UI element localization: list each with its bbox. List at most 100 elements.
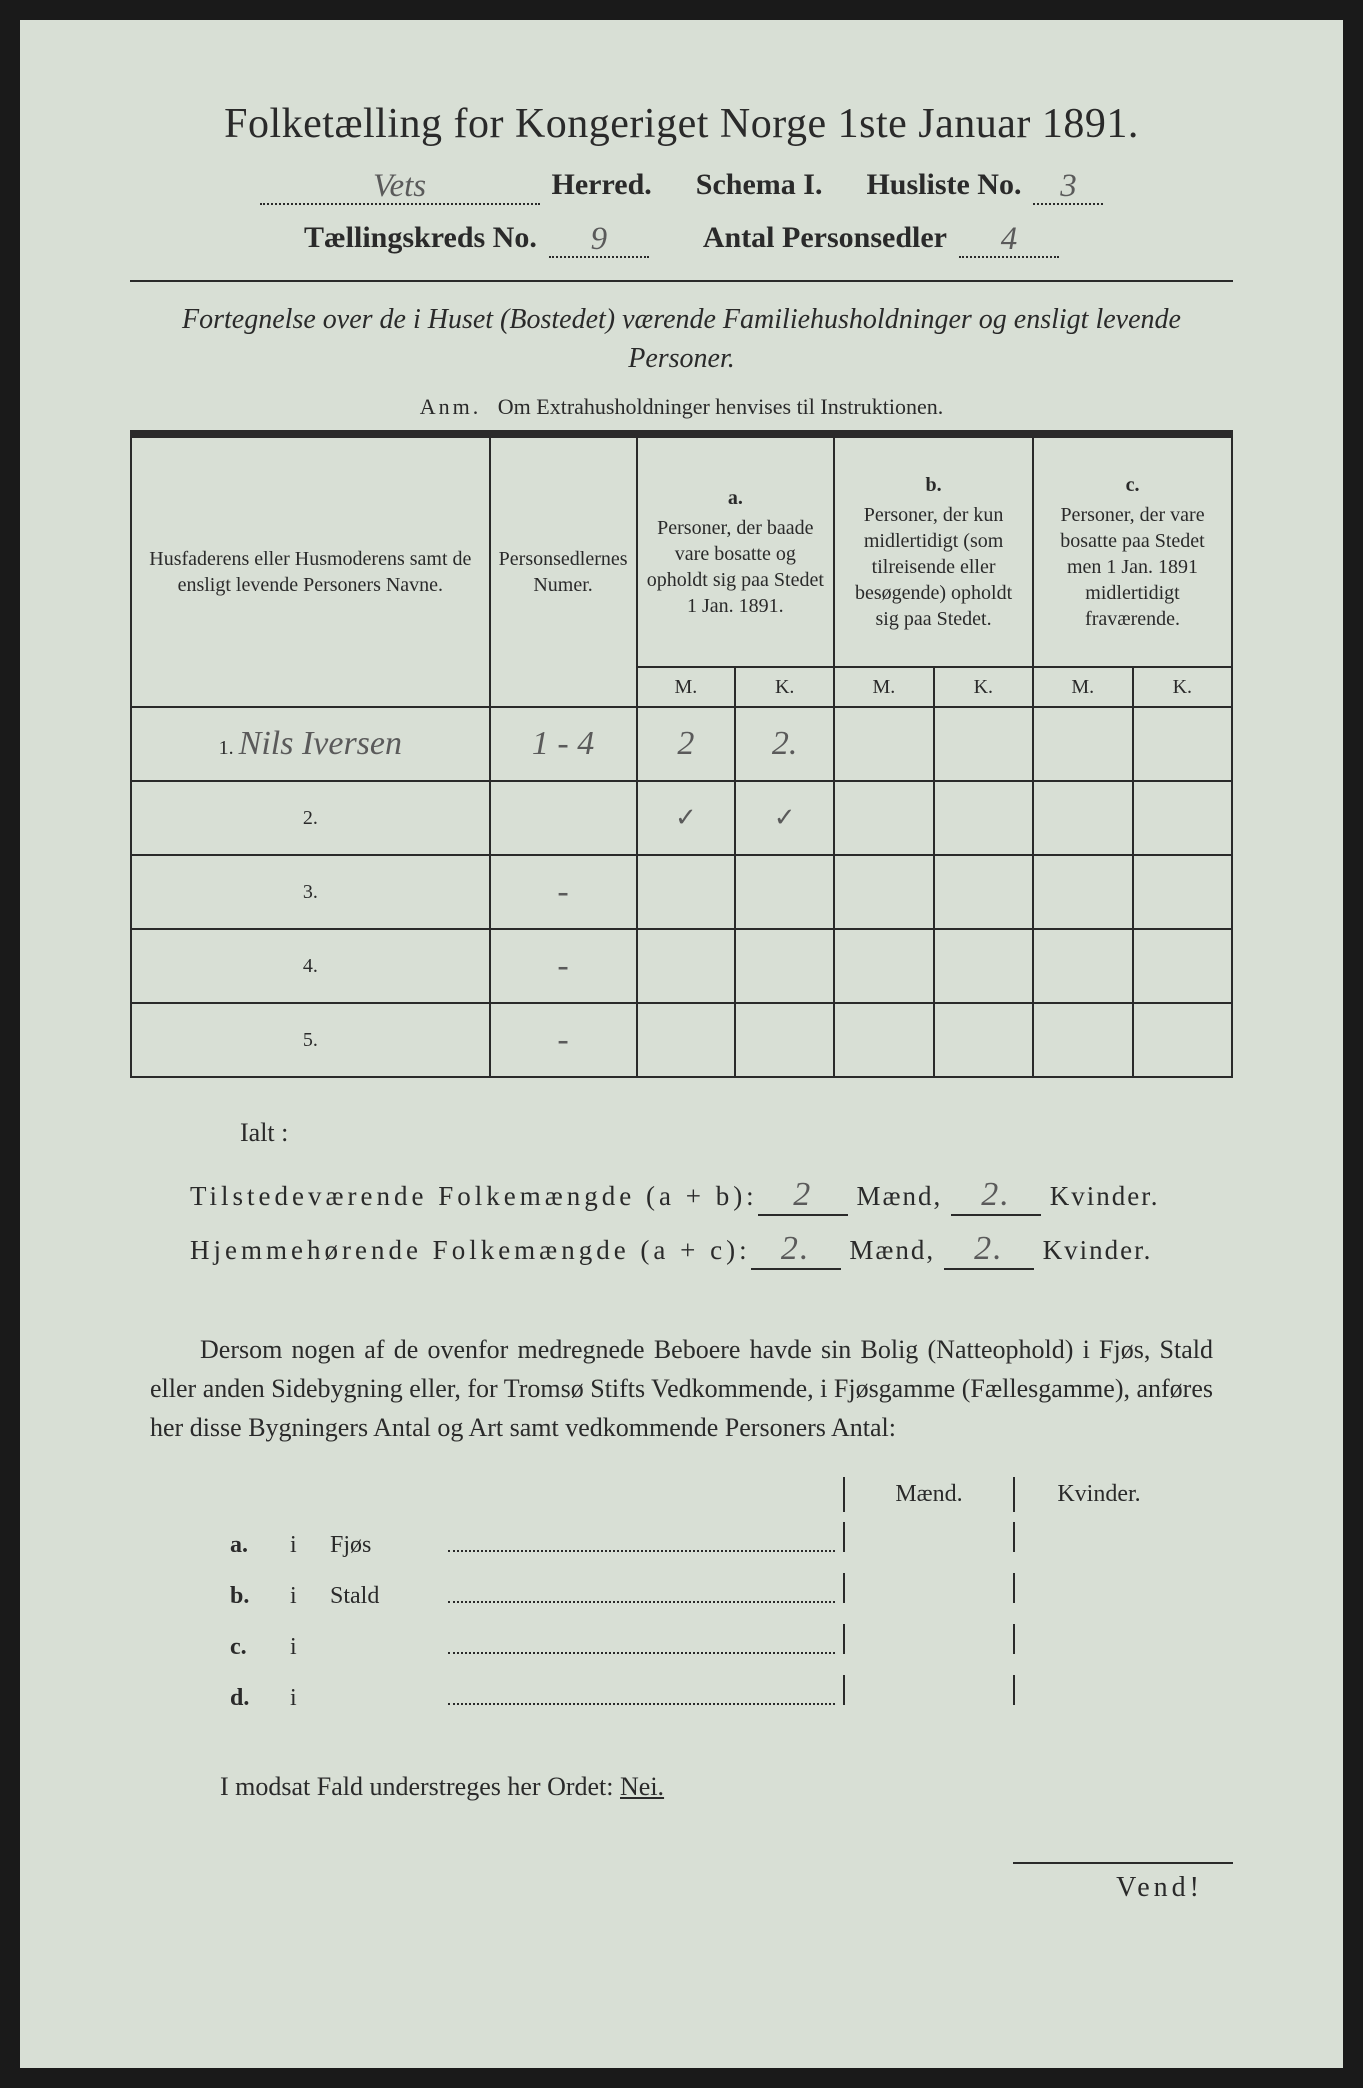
col-a-m: M. — [637, 667, 736, 707]
explanatory-paragraph: Dersom nogen af de ovenfor medregnede Be… — [150, 1330, 1213, 1447]
hjemme-k: 2. — [944, 1230, 1034, 1270]
col-b-k: K. — [934, 667, 1033, 707]
cell — [735, 929, 834, 1003]
col-header-c: c. Personer, der vare bosatte paa Stedet… — [1033, 437, 1232, 667]
kreds-field: 9 — [549, 219, 649, 258]
cell — [834, 1003, 934, 1077]
kvinder-label: Kvinder. — [1050, 1181, 1160, 1212]
row-num: - — [490, 1003, 637, 1077]
cell — [934, 929, 1033, 1003]
bldg-label: Stald — [330, 1583, 440, 1610]
rule-1 — [130, 280, 1233, 282]
intro-text: Fortegnelse over de i Huset (Bostedet) v… — [130, 300, 1233, 378]
vend-label: Vend! — [1013, 1862, 1233, 1904]
cell: 2 — [637, 707, 736, 781]
building-row: d. i — [230, 1675, 1183, 1712]
cell — [637, 855, 736, 929]
census-page: Folketælling for Kongeriget Norge 1ste J… — [20, 20, 1343, 2068]
cell — [1033, 929, 1133, 1003]
building-header: Mænd. Kvinder. — [230, 1477, 1183, 1512]
anm-line: Anm. Om Extrahusholdninger henvises til … — [130, 394, 1233, 420]
bldg-cell-m — [843, 1624, 1013, 1654]
building-block: Mænd. Kvinder. a. i Fjøs b. i Stald c. i… — [230, 1477, 1183, 1712]
antal-label: Antal Personsedler — [703, 221, 947, 255]
row-num: - — [490, 929, 637, 1003]
bldg-cell-m — [843, 1522, 1013, 1552]
summary-hjemme: Hjemmehørende Folkemængde (a + c): 2. Mæ… — [190, 1230, 1233, 1270]
cell — [934, 1003, 1033, 1077]
census-table: Husfaderens eller Husmoderens samt de en… — [130, 436, 1233, 1078]
bldg-col-kvinder: Kvinder. — [1013, 1477, 1183, 1512]
row-name: 2. — [131, 781, 490, 855]
bldg-cell-k — [1013, 1573, 1183, 1603]
bldg-key: b. — [230, 1583, 290, 1610]
bldg-cell-m — [843, 1675, 1013, 1705]
cell — [1033, 781, 1133, 855]
cell — [1133, 781, 1232, 855]
cell: 2. — [735, 707, 834, 781]
husliste-label: Husliste No. — [866, 168, 1021, 202]
cell — [834, 929, 934, 1003]
kvinder-label-2: Kvinder. — [1043, 1235, 1153, 1266]
cell — [934, 781, 1033, 855]
building-row: a. i Fjøs — [230, 1522, 1183, 1559]
table-row: 4. - — [131, 929, 1232, 1003]
bldg-col-maend: Mænd. — [843, 1477, 1013, 1512]
schema-label: Schema I. — [696, 168, 823, 202]
cell — [934, 707, 1033, 781]
col-header-a: a. Personer, der baade vare bosatte og o… — [637, 437, 835, 667]
footer-nei: Nei. — [620, 1772, 664, 1801]
row-name: 4. — [131, 929, 490, 1003]
bldg-label: Fjøs — [330, 1532, 440, 1559]
row-name: 1. Nils Iversen — [131, 707, 490, 781]
footer-text: I modsat Fald understreges her Ordet: — [220, 1772, 620, 1801]
row-num: - — [490, 855, 637, 929]
bldg-key: d. — [230, 1685, 290, 1712]
antal-field: 4 — [959, 219, 1059, 258]
cell — [1133, 855, 1232, 929]
col-c-m: M. — [1033, 667, 1133, 707]
cell: ✓ — [735, 781, 834, 855]
header-row-1: Vets Herred. Schema I. Husliste No. 3 — [130, 166, 1233, 205]
bldg-i: i — [290, 1685, 330, 1712]
header-row-2: Tællingskreds No. 9 Antal Personsedler 4 — [130, 219, 1233, 258]
cell — [637, 1003, 736, 1077]
dots — [448, 1533, 835, 1552]
maend-label-2: Mænd, — [849, 1235, 935, 1266]
bldg-i: i — [290, 1634, 330, 1661]
col-header-b: b. Personer, der kun midlertidigt (som t… — [834, 437, 1033, 667]
table-row: 5. - — [131, 1003, 1232, 1077]
cell — [1033, 707, 1133, 781]
hjemme-m: 2. — [751, 1230, 841, 1270]
dots — [448, 1686, 835, 1705]
bldg-key: c. — [230, 1634, 290, 1661]
col-c-k: K. — [1133, 667, 1232, 707]
cell: ✓ — [637, 781, 736, 855]
row-name: 5. — [131, 1003, 490, 1077]
cell — [834, 707, 934, 781]
bldg-cell-k — [1013, 1624, 1183, 1654]
ialt-label: Ialt : — [240, 1118, 1233, 1148]
cell — [1133, 1003, 1232, 1077]
cell — [1133, 707, 1232, 781]
anm-prefix: Anm. — [420, 394, 482, 419]
col-header-num: Personsedlernes Numer. — [490, 437, 637, 707]
table-row: 1. Nils Iversen 1 - 4 22. — [131, 707, 1232, 781]
cell — [834, 781, 934, 855]
cell — [637, 929, 736, 1003]
bldg-cell-k — [1013, 1522, 1183, 1552]
bldg-i: i — [290, 1583, 330, 1610]
row-name: 3. — [131, 855, 490, 929]
husliste-field: 3 — [1033, 166, 1103, 205]
col-a-k: K. — [735, 667, 834, 707]
building-row: c. i — [230, 1624, 1183, 1661]
herred-field: Vets — [260, 166, 540, 205]
row-num: 1 - 4 — [490, 707, 637, 781]
table-row: 2. ✓✓ — [131, 781, 1232, 855]
building-row: b. i Stald — [230, 1573, 1183, 1610]
row-num — [490, 781, 637, 855]
hjemme-label: Hjemmehørende Folkemængde (a + c): — [190, 1235, 751, 1266]
cell — [834, 855, 934, 929]
cell — [735, 1003, 834, 1077]
tilstede-m: 2 — [758, 1176, 848, 1216]
